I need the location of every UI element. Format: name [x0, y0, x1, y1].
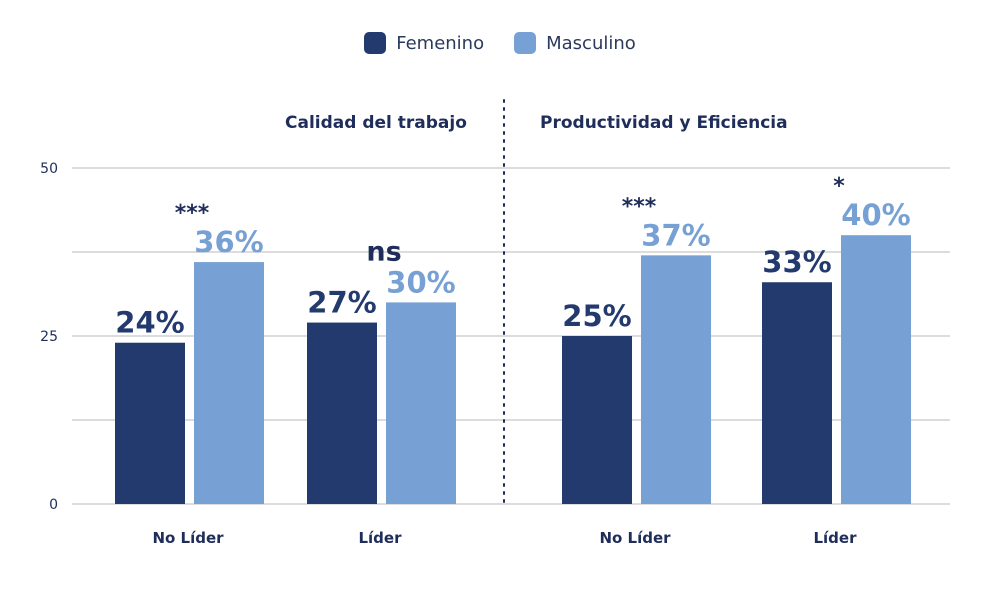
significance-label-p1-g1: *: [833, 174, 845, 199]
y-tick-label-0: 0: [49, 497, 58, 513]
value-label-p1-g0-masculino: 37%: [641, 218, 710, 252]
legend: Femenino Masculino: [0, 32, 1000, 54]
panel-title-calidad: Calidad del trabajo: [285, 113, 467, 133]
legend-item-masculino: Masculino: [514, 32, 636, 54]
legend-label-masculino: Masculino: [546, 32, 636, 54]
value-label-p1-g1-femenino: 33%: [762, 245, 831, 279]
value-label-p0-g0-femenino: 24%: [115, 306, 184, 340]
value-label-p1-g0-femenino: 25%: [562, 299, 631, 333]
legend-swatch-masculino: [514, 32, 537, 54]
bar-p1-g1-femenino: [762, 282, 832, 504]
bar-p0-g1-masculino: [386, 302, 456, 504]
bar-p1-g0-masculino: [641, 255, 711, 504]
significance-label-p0-g0: ***: [175, 201, 210, 226]
significance-label-p0-g1: ns: [366, 236, 401, 267]
y-tick-label-25: 25: [40, 329, 58, 345]
category-label-p1-g0: No Líder: [599, 529, 671, 547]
value-label-p0-g1-femenino: 27%: [307, 286, 376, 320]
bar-p0-g0-femenino: [115, 342, 185, 504]
bar-p0-g0-masculino: [194, 262, 264, 504]
category-label-p1-g1: Líder: [813, 529, 857, 547]
value-label-p0-g1-masculino: 30%: [386, 265, 455, 299]
legend-swatch-femenino: [364, 32, 387, 54]
category-label-p0-g1: Líder: [358, 529, 402, 547]
legend-item-femenino: Femenino: [364, 32, 484, 54]
y-tick-label-50: 50: [40, 161, 58, 177]
bar-p1-g1-masculino: [841, 235, 911, 504]
value-label-p0-g0-masculino: 36%: [194, 225, 263, 259]
bar-p1-g0-femenino: [562, 336, 632, 504]
category-label-p0-g0: No Líder: [152, 529, 224, 547]
significance-label-p1-g0: ***: [622, 194, 657, 219]
legend-label-femenino: Femenino: [396, 32, 485, 54]
panel-title-productividad: Productividad y Eficiencia: [540, 113, 788, 133]
bar-p0-g1-femenino: [307, 322, 377, 504]
value-label-p1-g1-masculino: 40%: [841, 198, 910, 232]
